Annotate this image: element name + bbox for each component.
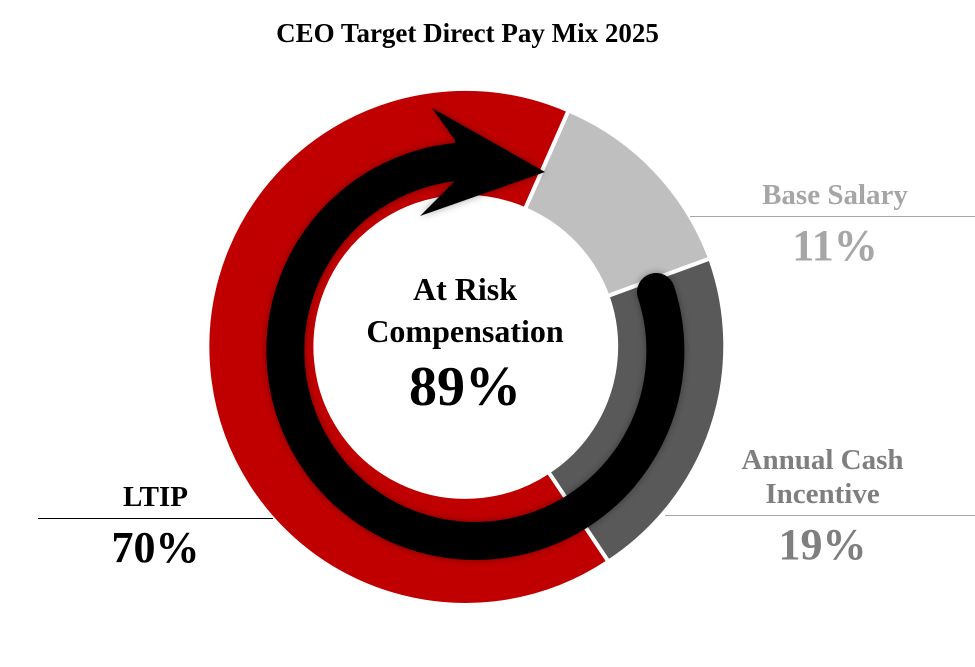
donut-hole (315, 197, 615, 497)
label-name: LTIP (122, 481, 189, 513)
at-risk-arrow-icon (266, 108, 685, 560)
label-divider (38, 518, 273, 519)
center-annotation: At Risk Compensation 89% (315, 268, 615, 420)
label-value: 19% (778, 520, 867, 569)
label-name-line-2: Incentive (765, 478, 880, 510)
label-name-line-1: Annual Cash (741, 444, 904, 476)
center-value: 89% (409, 356, 521, 418)
label-value: 11% (792, 221, 878, 270)
center-line-1: At Risk (412, 271, 517, 307)
label-divider (665, 515, 975, 516)
label-divider (690, 216, 975, 217)
center-line-2: Compensation (366, 313, 564, 349)
label-ltip: LTIP 70% (38, 480, 273, 571)
label-value: 70% (111, 523, 200, 572)
label-annual-cash-incentive: Annual Cash Incentive 19% (665, 443, 975, 568)
chart-title: CEO Target Direct Pay Mix 2025 (276, 18, 659, 48)
label-name: Base Salary (762, 179, 908, 211)
label-base-salary: Base Salary 11% (690, 178, 975, 269)
